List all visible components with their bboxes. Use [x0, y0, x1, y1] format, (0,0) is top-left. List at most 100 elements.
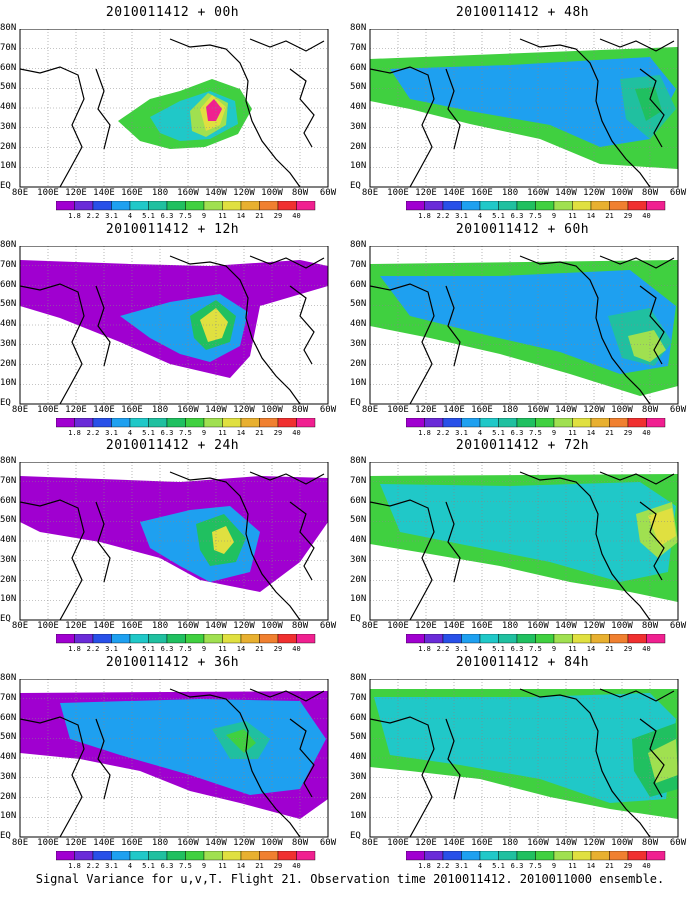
colorbar-label: 4: [477, 862, 483, 870]
colorbar-swatch: [424, 851, 444, 861]
longitude-tick-label: 80W: [291, 838, 309, 848]
colorbar-swatch: [424, 634, 444, 644]
longitude-tick-label: 160E: [121, 405, 143, 415]
latitude-tick-label: 30N: [350, 121, 367, 132]
variance-contour: [226, 729, 256, 753]
map-frame: [369, 29, 679, 188]
map-frame: [19, 246, 329, 405]
longitude-tick-label: 140W: [205, 838, 227, 848]
latitude-tick-label: 80N: [0, 673, 17, 683]
colorbar-swatch: [609, 201, 629, 211]
variance-contour: [200, 308, 228, 342]
latitude-tick-label: EQ: [350, 181, 361, 191]
colorbar-label: 1.8: [68, 862, 81, 870]
map-frame: [369, 246, 679, 405]
colorbar-swatch: [296, 418, 316, 428]
latitude-tick-label: 70N: [0, 42, 17, 53]
colorbar: [56, 851, 316, 861]
colorbar-label: 11: [568, 645, 577, 653]
longitude-tick-label: 60W: [669, 838, 687, 848]
colorbar-label: 2.2: [436, 429, 450, 437]
coastline: [249, 38, 325, 52]
colorbar-swatch: [185, 851, 205, 861]
colorbar-swatch: [498, 851, 518, 861]
latitude-tick-label: 50N: [350, 732, 367, 743]
colorbar-label: 2.2: [86, 429, 100, 437]
latitude-tick-label: 50N: [350, 299, 367, 310]
longitude-tick-label: 140W: [205, 621, 227, 631]
colorbar-label: 40: [642, 645, 651, 653]
colorbar-label: 4: [477, 645, 483, 653]
longitude-tick-label: 120E: [65, 838, 87, 848]
latitude-tick-label: 10N: [0, 161, 17, 172]
colorbar-swatch: [92, 418, 112, 428]
variance-map: [369, 246, 679, 405]
colorbar-swatch: [277, 851, 297, 861]
colorbar-label: 14: [586, 212, 596, 220]
coastline: [289, 68, 315, 148]
variance-map: [369, 29, 679, 188]
colorbar-swatch: [572, 418, 592, 428]
colorbar-swatch: [461, 634, 481, 644]
coastline: [370, 499, 435, 620]
longitude-tick-label: 120W: [583, 621, 605, 631]
colorbar-label: 4: [127, 645, 133, 653]
forecast-panel: 2010011412 + 24h 80N 70N 60N 50N 40N 30N 20N 10N…: [0, 438, 345, 653]
coastline: [519, 38, 651, 187]
colorbar-label: 9: [201, 862, 207, 870]
variance-contour: [212, 526, 234, 554]
colorbar-label: 6.3: [160, 429, 174, 437]
colorbar-label: 4: [477, 212, 483, 220]
latitude-tick-label: 40N: [0, 319, 17, 329]
colorbar-swatch: [535, 418, 555, 428]
colorbar-label: 11: [218, 645, 227, 653]
colorbar-label: 9: [551, 645, 557, 653]
latitude-tick-label: 20N: [350, 358, 367, 369]
colorbar-swatch: [442, 418, 462, 428]
longitude-tick-label: 80E: [11, 838, 29, 848]
colorbar-label: 6.3: [160, 645, 174, 653]
colorbar-swatch: [296, 634, 316, 644]
longitude-tick-label: 140E: [443, 838, 465, 848]
colorbar: [56, 634, 316, 644]
latitude-tick-label: 50N: [0, 732, 17, 743]
colorbar-swatch: [111, 851, 131, 861]
colorbar-swatch: [56, 201, 75, 211]
colorbar-swatch: [129, 851, 149, 861]
colorbar-swatch: [166, 418, 186, 428]
latitude-tick-label: 40N: [0, 752, 17, 762]
latitude-tick-label: EQ: [350, 398, 361, 408]
longitude-tick-label: 160E: [121, 621, 143, 631]
colorbar-swatch: [424, 201, 444, 211]
colorbar-label: 3.1: [105, 429, 118, 437]
colorbar-swatch: [185, 634, 205, 644]
longitude-tick-label: 60W: [669, 621, 687, 631]
latitude-tick-label: 70N: [0, 259, 17, 270]
colorbar-swatch: [74, 634, 94, 644]
colorbar-label: 21: [605, 212, 614, 220]
coastline: [95, 501, 111, 583]
colorbar-swatch: [74, 418, 94, 428]
longitude-tick-label: 140E: [93, 838, 115, 848]
longitude-tick-label: 160E: [471, 838, 493, 848]
colorbar-swatch: [56, 851, 75, 861]
coastline: [519, 688, 651, 837]
variance-map: [369, 679, 679, 838]
colorbar-swatch: [461, 418, 481, 428]
colorbar-label: 6.3: [510, 429, 524, 437]
latitude-tick-label: 20N: [0, 791, 17, 802]
colorbar-label: 7.5: [179, 645, 192, 653]
colorbar-label: 11: [568, 862, 577, 870]
longitude-tick-label: 120E: [65, 188, 87, 198]
colorbar: [406, 851, 666, 861]
colorbar-swatch: [442, 851, 462, 861]
panel-title: 2010011412 + 36h: [105, 655, 240, 670]
colorbar: [406, 634, 666, 644]
longitude-tick-label: 80E: [361, 621, 379, 631]
longitude-tick-label: 160W: [177, 188, 199, 198]
colorbar-swatch: [553, 851, 573, 861]
longitude-tick-label: 160E: [471, 188, 493, 198]
colorbar-label: 3.1: [455, 645, 468, 653]
longitude-tick-label: 80E: [361, 188, 379, 198]
longitude-tick-label: 80W: [291, 621, 309, 631]
